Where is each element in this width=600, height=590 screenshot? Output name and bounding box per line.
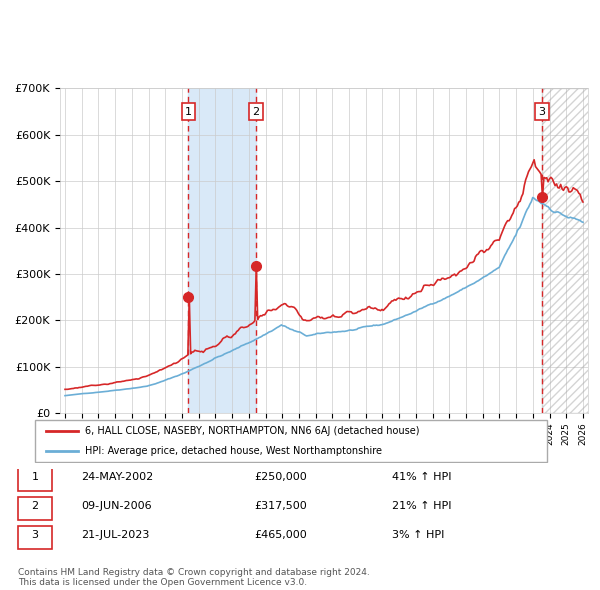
Text: 24-MAY-2002: 24-MAY-2002 <box>81 473 154 482</box>
Bar <box>542 88 592 413</box>
Bar <box>188 88 256 413</box>
Text: 3% ↑ HPI: 3% ↑ HPI <box>392 530 445 540</box>
Text: £250,000: £250,000 <box>254 473 307 482</box>
FancyBboxPatch shape <box>18 526 52 549</box>
FancyBboxPatch shape <box>35 420 547 463</box>
Text: £465,000: £465,000 <box>254 530 307 540</box>
Text: 3: 3 <box>32 530 38 540</box>
Text: 1: 1 <box>185 107 192 117</box>
FancyBboxPatch shape <box>18 497 52 520</box>
Text: 1: 1 <box>32 473 38 482</box>
Text: £317,500: £317,500 <box>254 502 307 511</box>
FancyBboxPatch shape <box>18 468 52 491</box>
Text: HPI: Average price, detached house, West Northamptonshire: HPI: Average price, detached house, West… <box>85 446 382 455</box>
Text: 41% ↑ HPI: 41% ↑ HPI <box>392 473 452 482</box>
Text: 21% ↑ HPI: 21% ↑ HPI <box>392 502 452 511</box>
Text: 21-JUL-2023: 21-JUL-2023 <box>81 530 149 540</box>
Text: 6, HALL CLOSE, NASEBY, NORTHAMPTON, NN6 6AJ (detached house): 6, HALL CLOSE, NASEBY, NORTHAMPTON, NN6 … <box>85 427 420 436</box>
Text: 2: 2 <box>31 502 38 511</box>
Text: 09-JUN-2006: 09-JUN-2006 <box>81 502 152 511</box>
Text: Contains HM Land Registry data © Crown copyright and database right 2024.
This d: Contains HM Land Registry data © Crown c… <box>18 568 370 587</box>
Bar <box>542 88 592 413</box>
Text: 2: 2 <box>253 107 260 117</box>
Text: 3: 3 <box>539 107 545 117</box>
